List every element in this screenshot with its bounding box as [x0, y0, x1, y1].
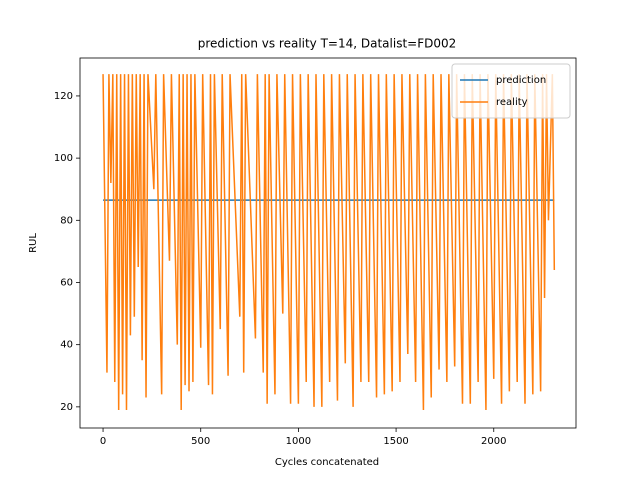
x-tick-label: 2000 — [481, 436, 506, 447]
y-tick-label: 120 — [54, 91, 73, 102]
y-tick-label: 40 — [60, 340, 73, 351]
legend-label: prediction — [496, 75, 546, 86]
y-tick-label: 80 — [60, 215, 73, 226]
x-tick-label: 500 — [191, 436, 210, 447]
x-tick-label: 1500 — [383, 436, 408, 447]
legend-box — [451, 63, 571, 119]
legend-label: reality — [496, 97, 528, 108]
x-tick-label: 1000 — [286, 436, 311, 447]
y-tick-label: 20 — [60, 402, 73, 413]
y-tick-label: 100 — [54, 153, 73, 164]
x-axis-label: Cycles concatenated — [275, 457, 379, 468]
plot-frame — [79, 57, 577, 429]
y-tick-label: 60 — [60, 277, 73, 288]
x-tick-label: 0 — [100, 436, 106, 447]
y-axis-label: RUL — [28, 233, 39, 253]
chart-title: prediction vs reality T=14, Datalist=FD0… — [198, 37, 457, 51]
data-line — [102, 74, 556, 410]
